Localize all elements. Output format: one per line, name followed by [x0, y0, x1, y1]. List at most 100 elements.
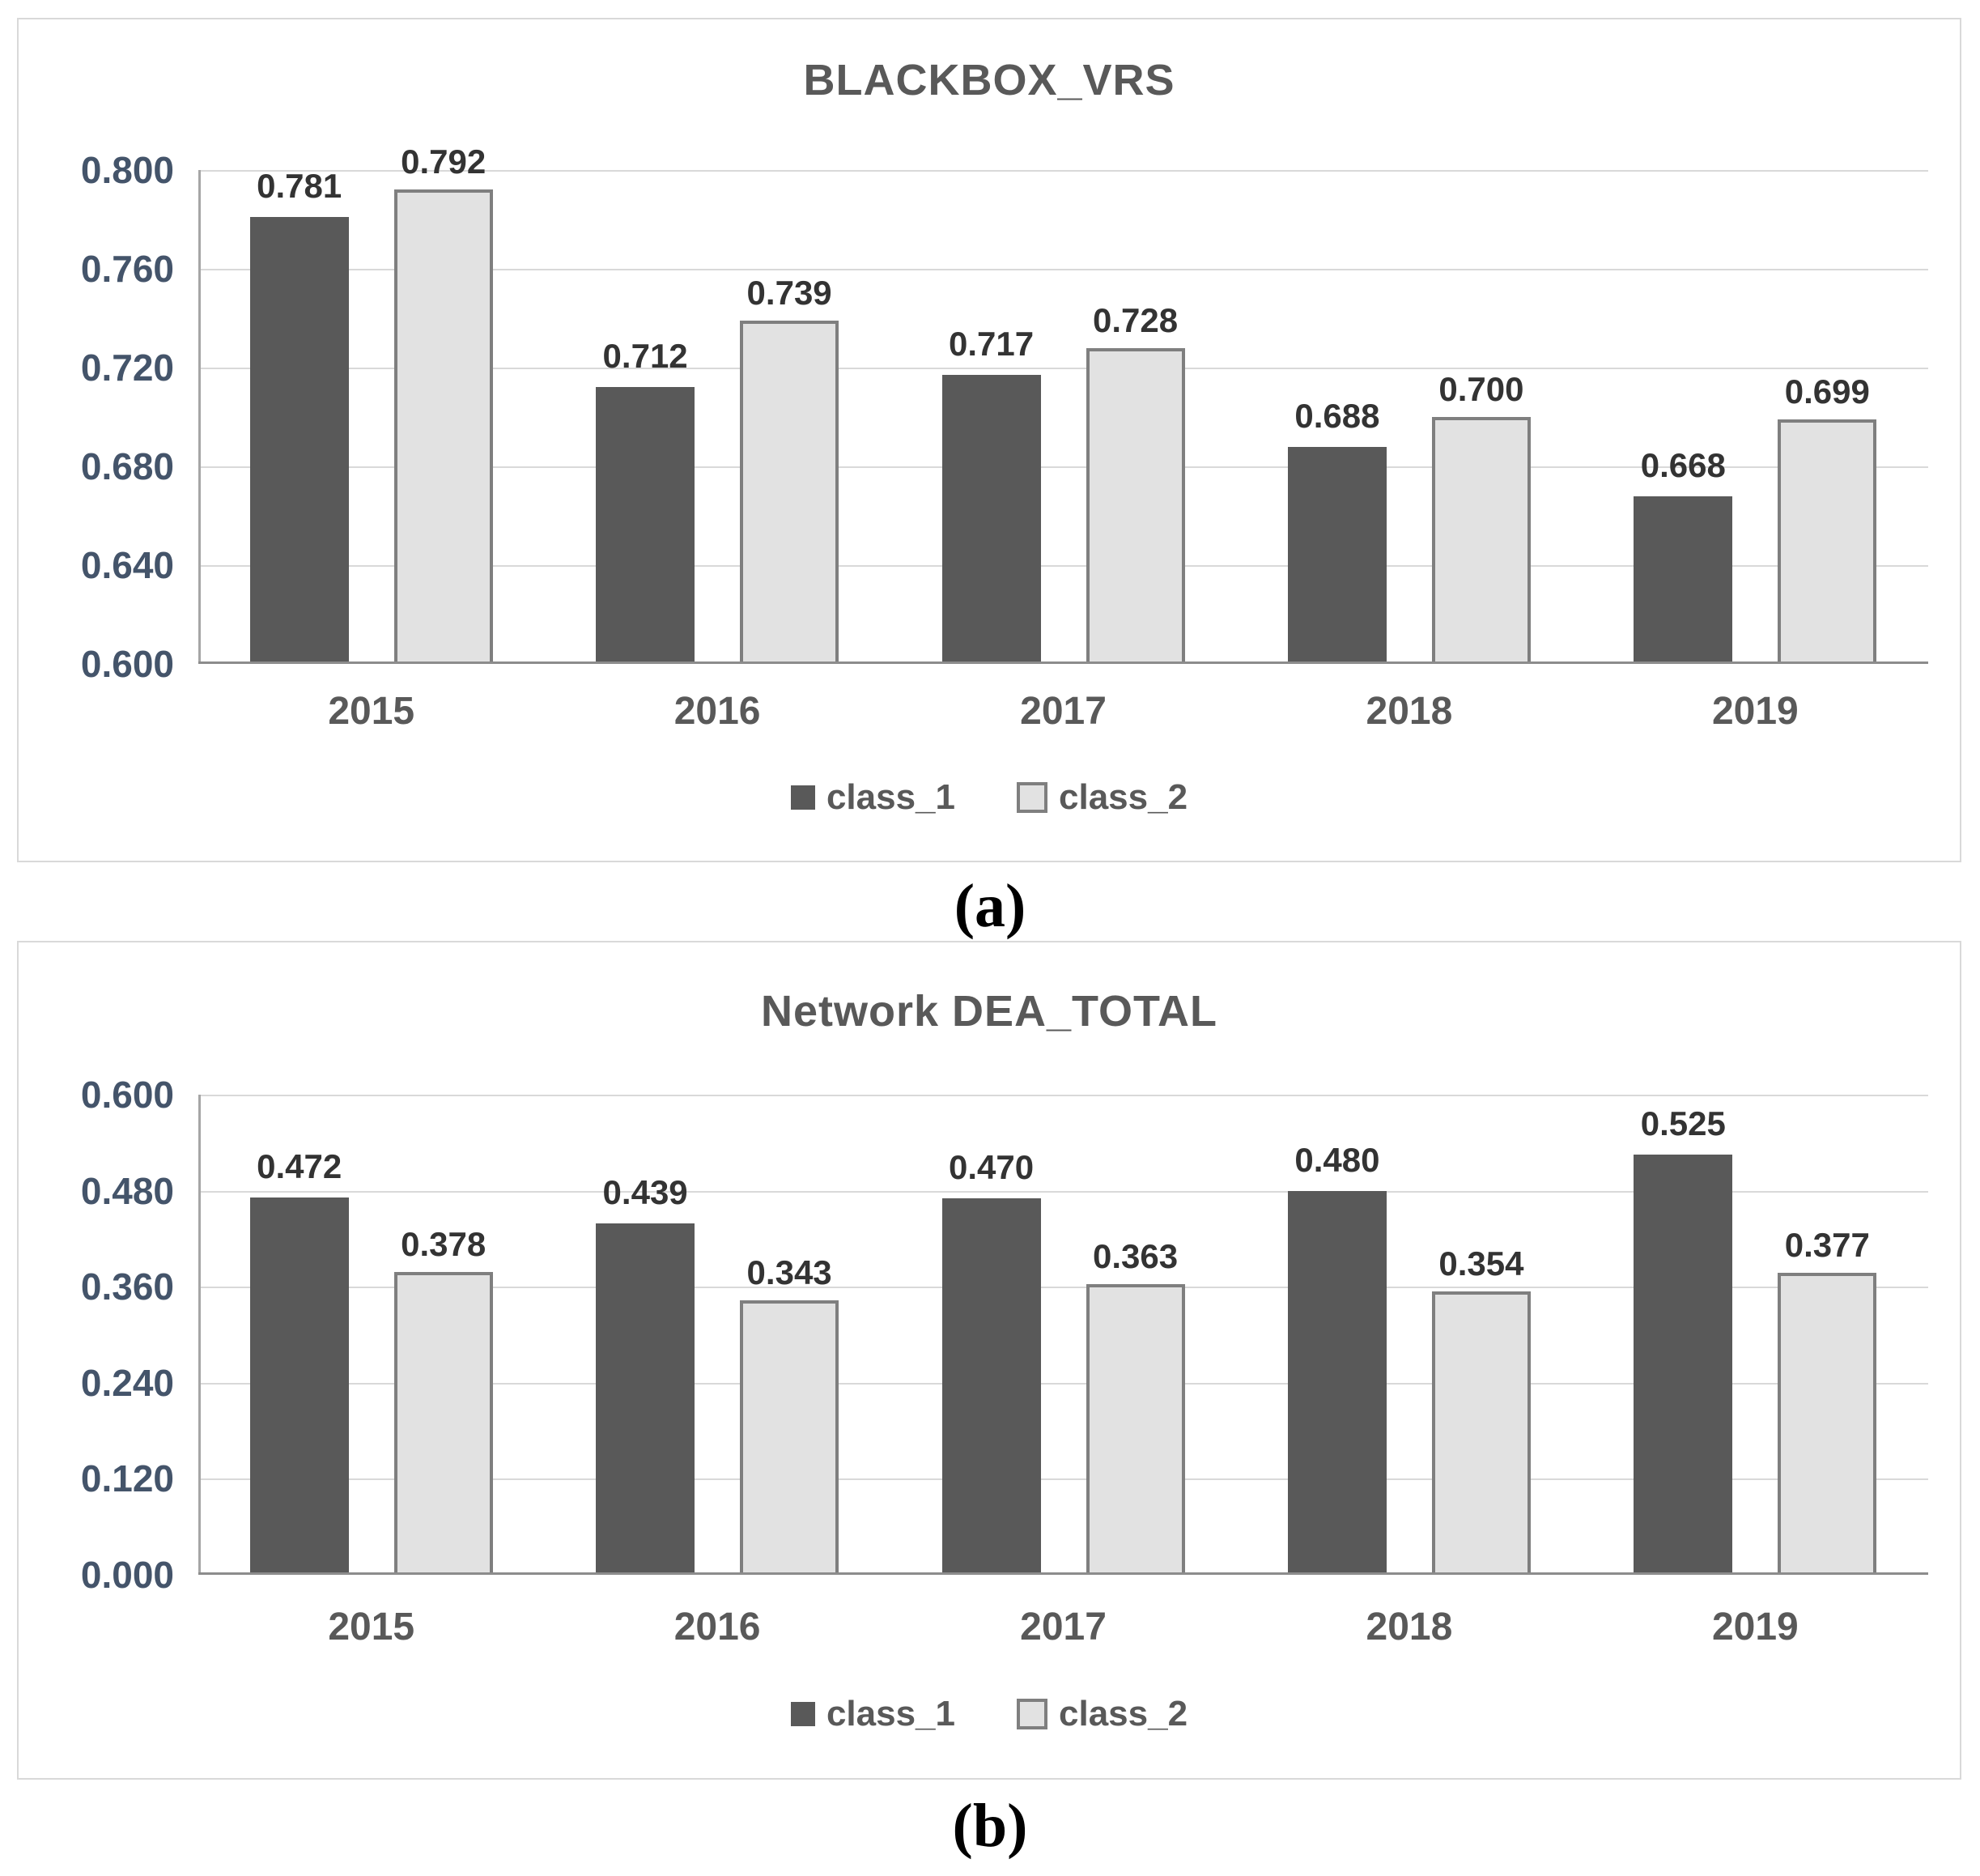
value-label: 0.472 — [257, 1146, 342, 1185]
y-tick-label: 0.760 — [80, 248, 174, 290]
bar-class_2-2019: 0.377 — [1778, 1226, 1877, 1575]
y-tick-label: 0.800 — [80, 149, 174, 191]
bar-class_2-2017: 0.363 — [1086, 1237, 1185, 1575]
x-axis-label-2018: 2018 — [1366, 690, 1453, 733]
legend-swatch-class_1 — [790, 1702, 815, 1726]
bar-class_1-2016: 0.712 — [596, 337, 695, 664]
bar-class_2-2016: 0.343 — [740, 1253, 839, 1575]
y-axis-line — [198, 170, 201, 664]
y-tick-label: 0.120 — [80, 1457, 174, 1500]
x-axis-label-2017: 2017 — [1020, 690, 1107, 733]
legend-swatch-class_1 — [790, 785, 815, 810]
bar-class_2-2016: 0.739 — [740, 274, 839, 664]
bar-group-2018: 0.480 0.354 — [1236, 1095, 1582, 1575]
value-label: 0.781 — [257, 166, 342, 205]
gridline — [198, 1382, 1928, 1385]
x-axis-label-2019: 2019 — [1711, 1606, 1799, 1648]
legend-item-class_1: class_1 — [790, 777, 955, 818]
bar-group-2019: 0.525 0.377 — [1583, 1095, 1928, 1575]
bar-class_2-2019: 0.699 — [1778, 372, 1877, 664]
value-label: 0.728 — [1092, 300, 1179, 339]
gridline — [198, 170, 1928, 172]
legend: class_1 class_2 — [19, 1694, 1960, 1734]
y-tick-label: 0.640 — [80, 544, 174, 586]
x-axis-line — [198, 1572, 1928, 1575]
legend-swatch-class_2 — [1017, 782, 1047, 813]
bar-class_2-2015: 0.792 — [393, 143, 493, 664]
bar-class_1-2015: 0.781 — [249, 167, 349, 664]
value-label: 0.378 — [401, 1225, 487, 1264]
caption-b: (b) — [952, 1792, 1028, 1860]
gridline — [198, 269, 1928, 270]
x-axis-label-2016: 2016 — [673, 1606, 761, 1648]
value-label: 0.668 — [1640, 445, 1726, 484]
chart-panel-a: BLACKBOX_VRS 0.800 0.760 0.720 0.680 0.640 0.… — [17, 18, 1961, 862]
bar-group-2016: 0.439 0.343 — [544, 1095, 890, 1575]
gridlines — [198, 170, 1928, 664]
x-axis-label-2015: 2015 — [328, 690, 415, 733]
bar-class_1-2018: 0.480 — [1287, 1141, 1387, 1575]
plot-area: 0.781 0.792 0.712 0.739 0.717 0.728 0.688 0.700… — [198, 143, 1928, 664]
legend-swatch-class_2 — [1017, 1699, 1047, 1729]
x-axis-label-2019: 2019 — [1711, 690, 1799, 733]
bar-groups: 0.472 0.378 0.439 0.343 0.470 0.363 0.480 0.354… — [198, 1095, 1928, 1575]
value-label: 0.688 — [1294, 396, 1380, 435]
gridline — [198, 466, 1928, 468]
bar-group-2017: 0.717 0.728 — [890, 170, 1236, 664]
value-label: 0.717 — [948, 325, 1035, 364]
x-axis-label-2018: 2018 — [1366, 1606, 1453, 1648]
chart-title: BLACKBOX_VRS — [803, 56, 1175, 104]
y-axis-labels: 0.800 0.760 0.720 0.680 0.640 0.600 — [19, 150, 174, 684]
bar-class_1-2019: 0.668 — [1634, 446, 1733, 664]
y-tick-label: 0.360 — [80, 1266, 174, 1308]
value-label: 0.439 — [602, 1173, 688, 1212]
value-label: 0.377 — [1784, 1226, 1870, 1265]
legend-label-class_2: class_2 — [1059, 777, 1188, 817]
bar-class_2-2017: 0.728 — [1086, 301, 1185, 664]
x-axis-labels: 2015 2016 2017 2018 2019 — [198, 689, 1928, 734]
x-axis-label-2015: 2015 — [328, 1606, 415, 1648]
x-axis-labels: 2015 2016 2017 2018 2019 — [198, 1605, 1928, 1649]
y-tick-label: 0.480 — [80, 1169, 174, 1212]
plot-area: 0.472 0.378 0.439 0.343 0.470 0.363 0.480 0.354… — [198, 1095, 1928, 1575]
gridline — [198, 368, 1928, 369]
value-label: 0.525 — [1640, 1104, 1726, 1143]
value-label: 0.699 — [1784, 372, 1870, 411]
y-tick-label: 0.680 — [80, 445, 174, 487]
chart-panel-b: Network DEA_TOTAL 0.600 0.480 0.360 0.240 0.… — [17, 941, 1961, 1780]
value-label: 0.363 — [1092, 1237, 1179, 1276]
legend-item-class_2: class_2 — [1017, 1694, 1188, 1734]
bar-group-2018: 0.688 0.700 — [1236, 170, 1582, 664]
value-label: 0.712 — [602, 337, 688, 376]
legend-label-class_2: class_2 — [1059, 1694, 1188, 1733]
bar-class_1-2018: 0.688 — [1287, 397, 1387, 664]
bar-group-2017: 0.470 0.363 — [890, 1095, 1236, 1575]
bar-group-2016: 0.712 0.739 — [544, 170, 890, 664]
legend: class_1 class_2 — [19, 777, 1960, 818]
y-tick-label: 0.600 — [80, 1074, 174, 1116]
gridline — [198, 565, 1928, 567]
legend-item-class_2: class_2 — [1017, 777, 1188, 818]
bar-groups: 0.781 0.792 0.712 0.739 0.717 0.728 0.688 0.700… — [198, 143, 1928, 664]
y-tick-label: 0.000 — [80, 1554, 174, 1596]
value-label: 0.470 — [948, 1148, 1035, 1187]
bar-class_2-2018: 0.700 — [1431, 370, 1531, 664]
bar-class_1-2016: 0.439 — [596, 1173, 695, 1575]
value-label: 0.700 — [1438, 370, 1524, 408]
gridline — [198, 1287, 1928, 1289]
gridline — [198, 1095, 1928, 1096]
y-tick-label: 0.240 — [80, 1361, 174, 1404]
bar-class_1-2019: 0.525 — [1634, 1104, 1733, 1575]
x-axis-line — [198, 661, 1928, 664]
y-tick-label: 0.600 — [80, 643, 174, 685]
value-label: 0.739 — [746, 274, 832, 313]
chart-title: Network DEA_TOTAL — [760, 987, 1218, 1036]
legend-label-class_1: class_1 — [826, 1694, 955, 1733]
bar-group-2019: 0.668 0.699 — [1583, 170, 1928, 664]
bar-class_2-2018: 0.354 — [1431, 1244, 1531, 1575]
bar-class_1-2015: 0.472 — [249, 1147, 349, 1575]
gridline — [198, 1190, 1928, 1193]
legend-label-class_1: class_1 — [826, 777, 955, 817]
value-label: 0.354 — [1438, 1244, 1524, 1283]
